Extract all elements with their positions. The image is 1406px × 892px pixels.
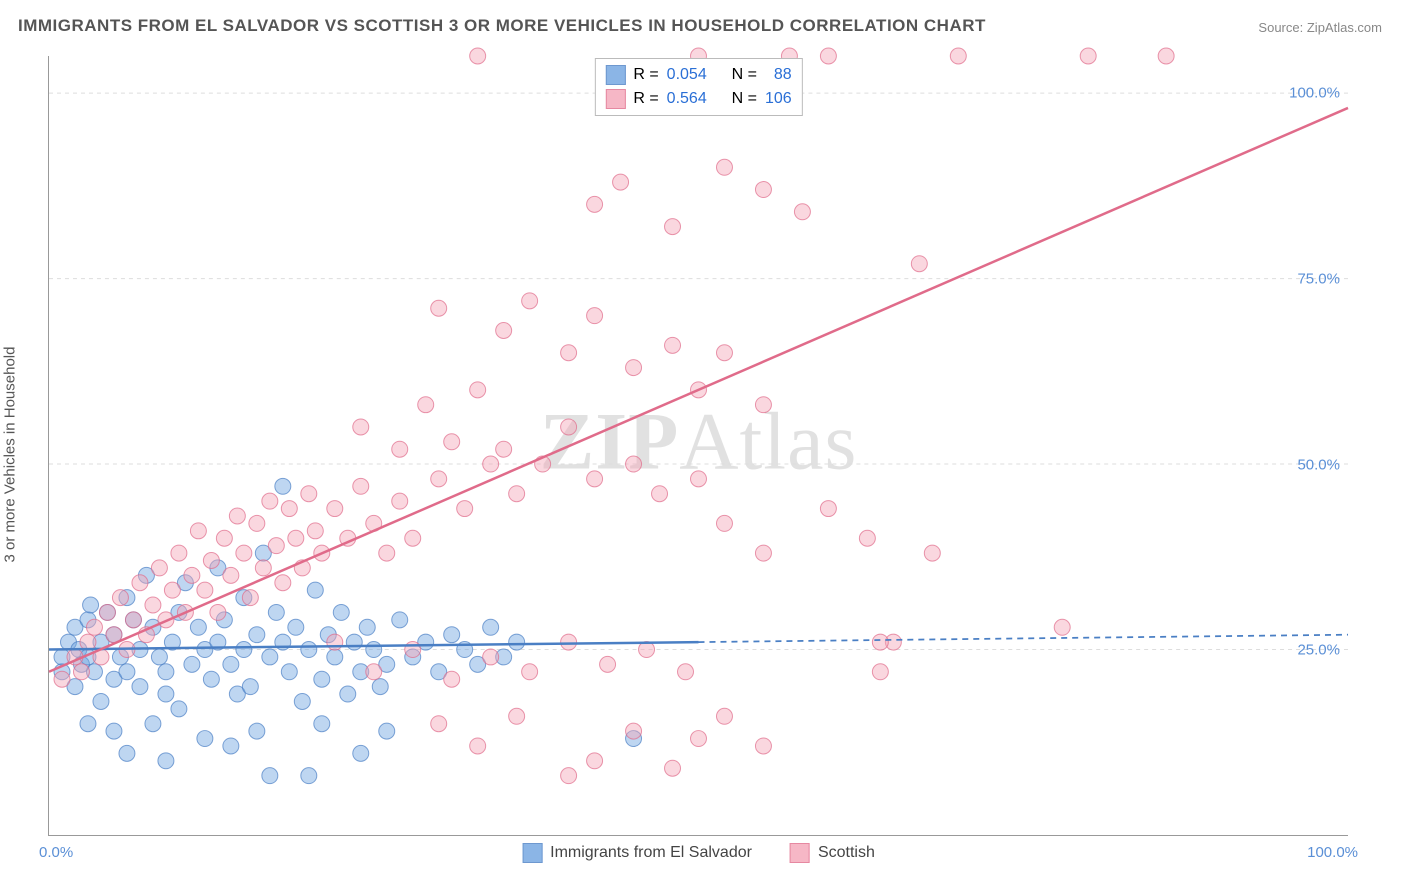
swatch-series-1 [790, 843, 810, 863]
plot-area: ZIPAtlas 25.0%50.0%75.0%100.0% 0.0% 100.… [48, 56, 1348, 836]
source-attribution: Source: ZipAtlas.com [1258, 20, 1382, 35]
y-tick-label: 100.0% [1289, 85, 1340, 102]
scatter-svg [49, 56, 1348, 835]
r-value-1: 0.564 [667, 87, 707, 111]
chart-title: IMMIGRANTS FROM EL SALVADOR VS SCOTTISH … [18, 16, 986, 36]
y-tick-label: 50.0% [1297, 456, 1340, 473]
y-tick-label: 75.0% [1297, 270, 1340, 287]
legend-bottom: Immigrants from El Salvador Scottish [522, 843, 875, 863]
y-tick-label: 25.0% [1297, 642, 1340, 659]
n-prefix: N = [732, 63, 757, 87]
r-prefix: R = [633, 63, 658, 87]
legend-item-1: Scottish [790, 843, 875, 863]
legend-item-0: Immigrants from El Salvador [522, 843, 752, 863]
legend-label-0: Immigrants from El Salvador [550, 844, 752, 862]
n-value-1: 106 [765, 87, 792, 111]
source-link[interactable]: ZipAtlas.com [1307, 20, 1382, 35]
legend-label-1: Scottish [818, 844, 875, 862]
n-prefix: N = [732, 87, 757, 111]
x-tick-max: 100.0% [1307, 844, 1358, 861]
swatch-series-1 [605, 89, 625, 109]
legend-stats-row-1: R = 0.564 N = 106 [605, 87, 791, 111]
r-value-0: 0.054 [667, 63, 707, 87]
n-value-0: 88 [765, 63, 792, 87]
legend-correlation-stats: R = 0.054 N = 88 R = 0.564 N = 106 [594, 58, 802, 116]
x-tick-min: 0.0% [39, 844, 73, 861]
swatch-series-0 [522, 843, 542, 863]
y-axis-label: 3 or more Vehicles in Household [2, 347, 19, 563]
source-label: Source: [1258, 20, 1303, 35]
legend-stats-row-0: R = 0.054 N = 88 [605, 63, 791, 87]
swatch-series-0 [605, 65, 625, 85]
r-prefix: R = [633, 87, 658, 111]
